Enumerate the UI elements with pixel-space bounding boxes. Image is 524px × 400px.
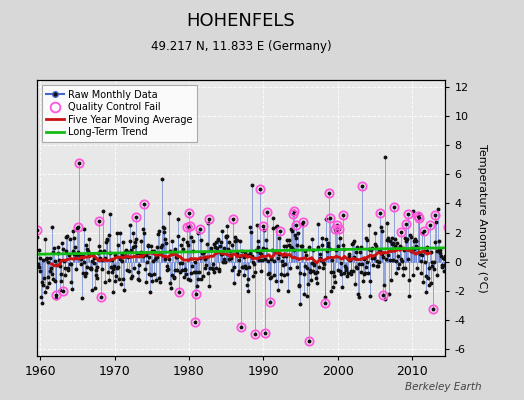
Y-axis label: Temperature Anomaly (°C): Temperature Anomaly (°C) [477, 144, 487, 292]
Text: 49.217 N, 11.833 E (Germany): 49.217 N, 11.833 E (Germany) [151, 40, 331, 53]
Text: HOHENFELS: HOHENFELS [187, 12, 296, 30]
Text: Berkeley Earth: Berkeley Earth [406, 382, 482, 392]
Legend: Raw Monthly Data, Quality Control Fail, Five Year Moving Average, Long-Term Tren: Raw Monthly Data, Quality Control Fail, … [41, 85, 197, 142]
